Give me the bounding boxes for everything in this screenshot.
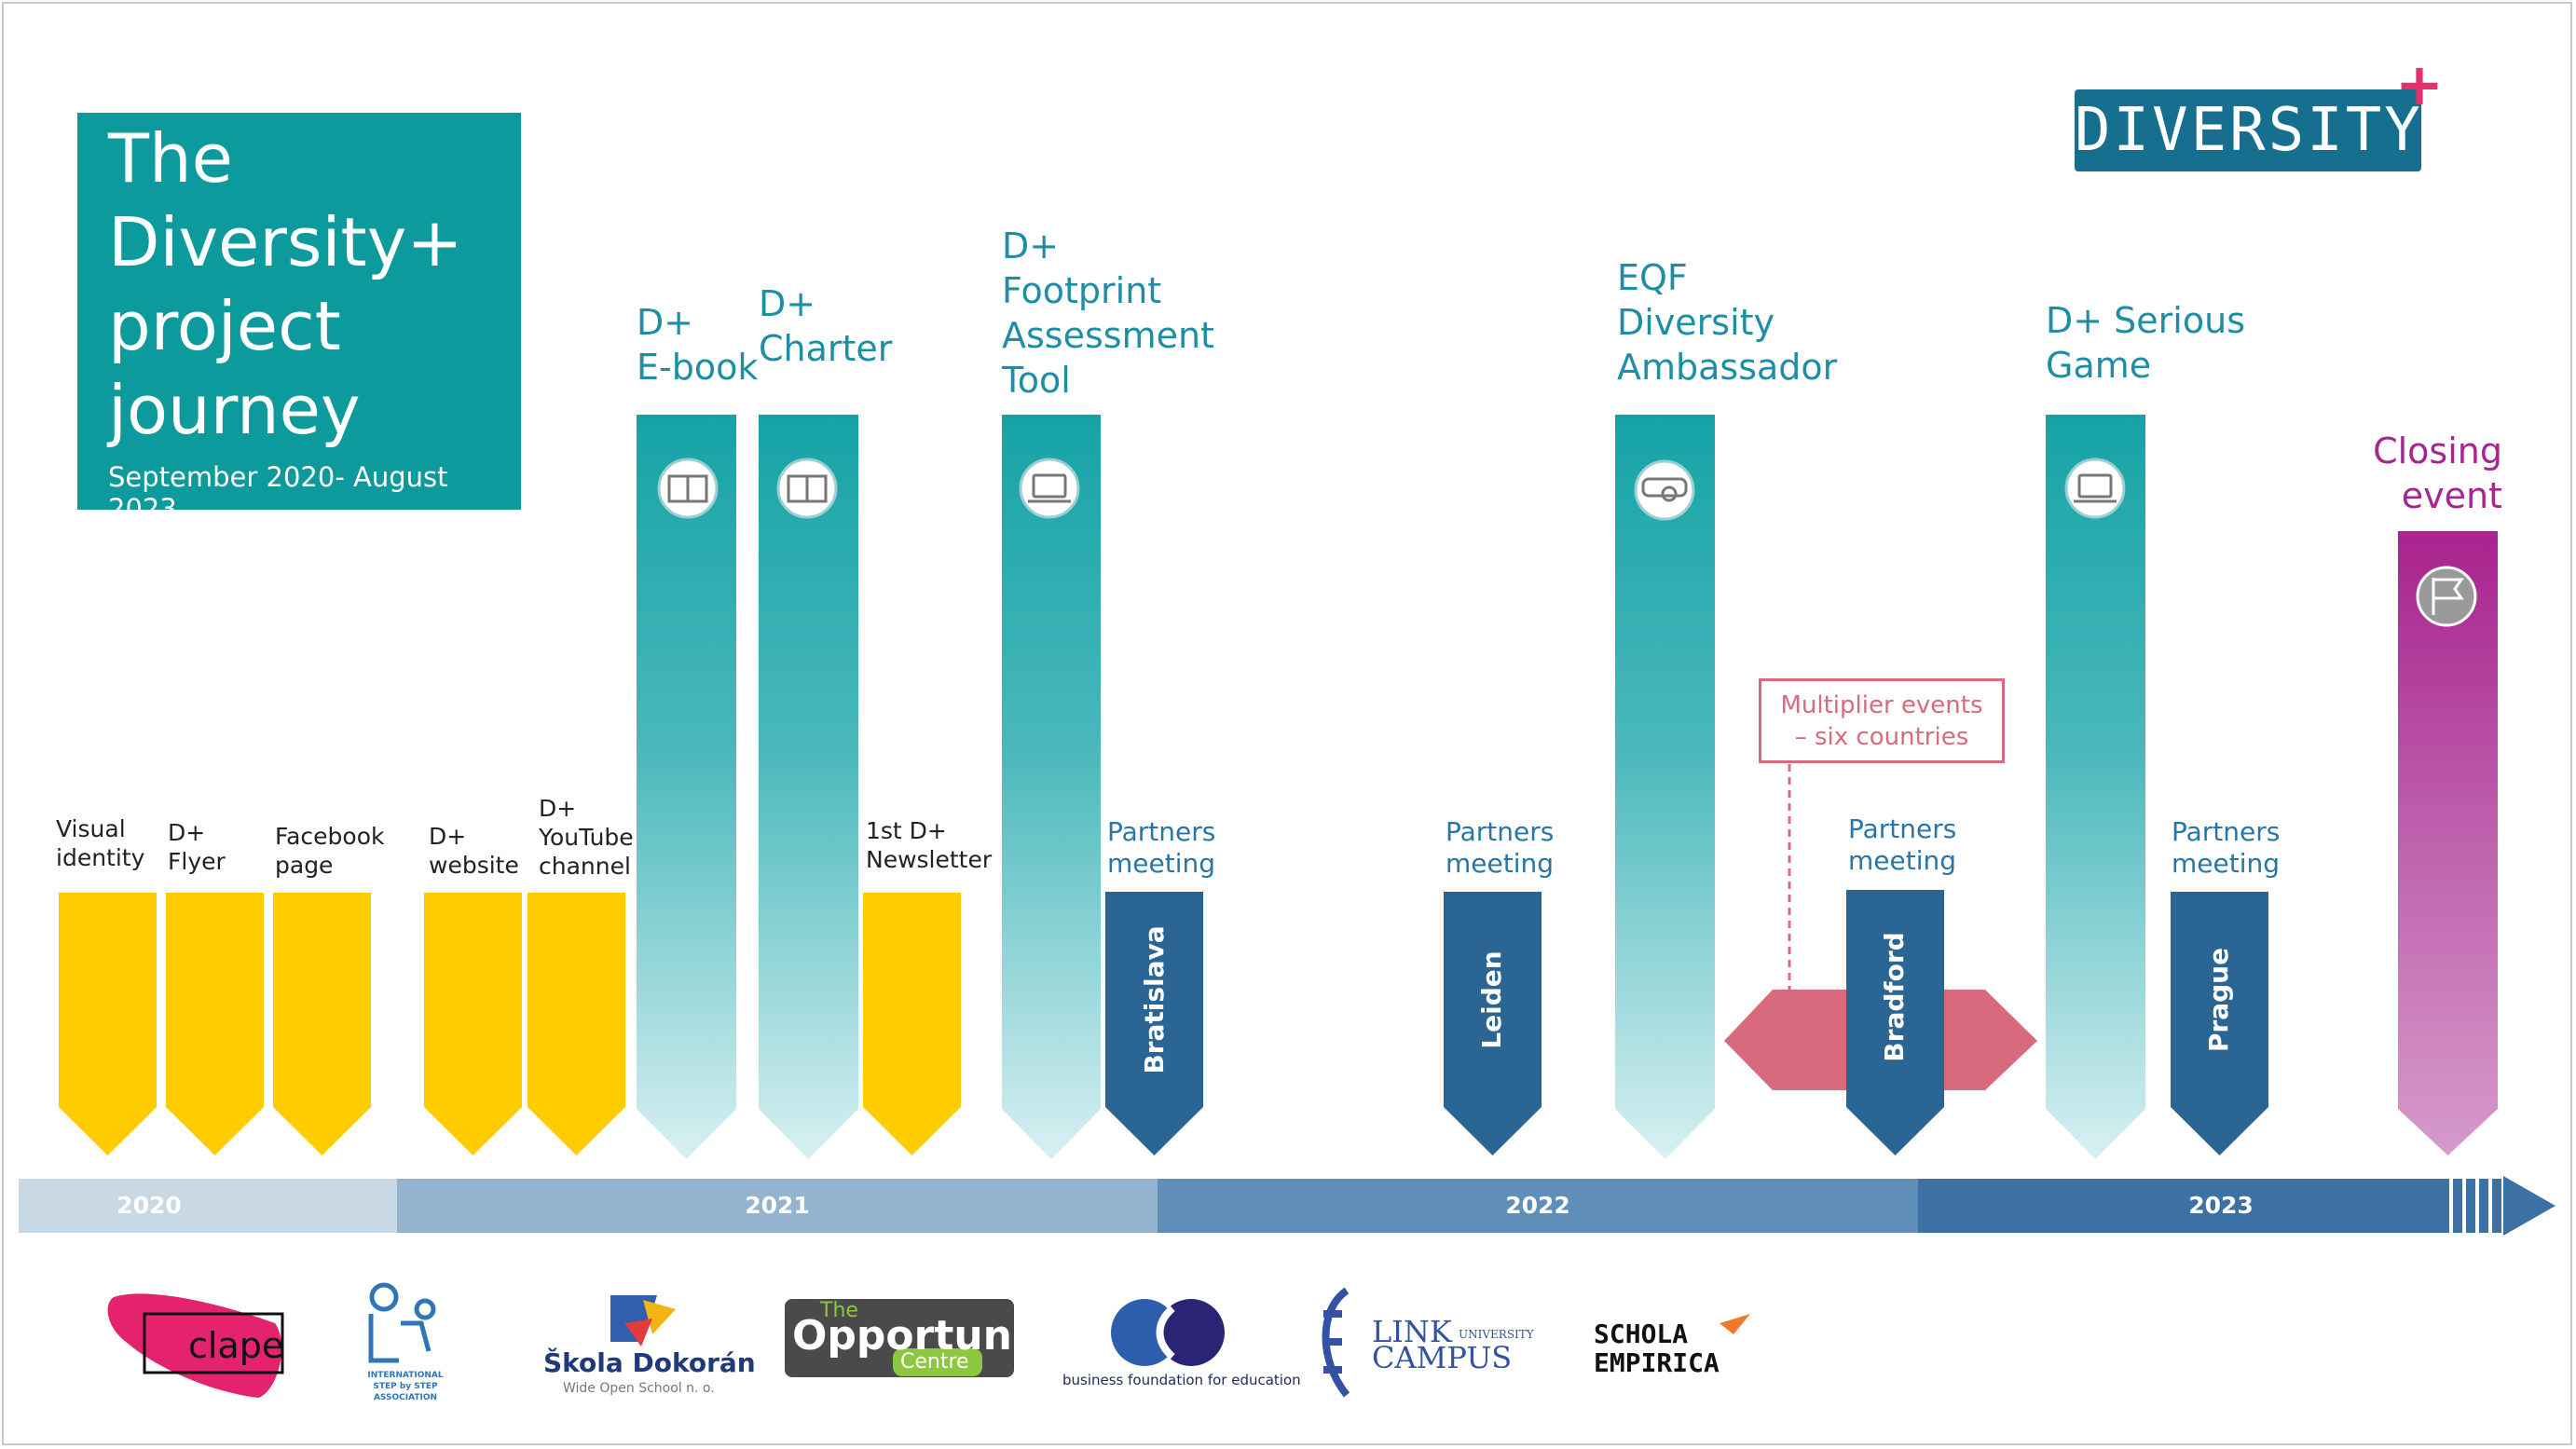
link-campus-logo-campus: CAMPUS bbox=[1372, 1340, 1513, 1375]
certificate-icon bbox=[1634, 459, 1695, 521]
step-by-step-logo bbox=[368, 1282, 436, 1363]
meeting-bar-bradford bbox=[1846, 890, 1944, 1155]
laptop-icon bbox=[2064, 458, 2126, 519]
city-bradford: Bradford bbox=[1879, 932, 1910, 1062]
city-leiden: Leiden bbox=[1476, 950, 1507, 1049]
meeting-bar-prague bbox=[2171, 892, 2268, 1155]
link-campus-logo-link: LINK bbox=[1372, 1314, 1452, 1349]
city-bratislava: Bratislava bbox=[1139, 925, 1170, 1074]
label-serious-game: D+ Serious Game bbox=[2046, 300, 2245, 386]
diversity-logo-text: DIVERSITY bbox=[2075, 96, 2423, 165]
bar-closing-event bbox=[2398, 531, 2498, 1155]
year-2021: 2021 bbox=[745, 1192, 810, 1219]
label-footprint: D+ Footprint Assessment Tool bbox=[1002, 226, 1214, 401]
link-campus-logo-university: UNIVERSITY bbox=[1459, 1328, 1534, 1341]
chevron-facebook bbox=[273, 893, 371, 1155]
book-icon bbox=[776, 458, 838, 519]
label-partners-meeting: Partners meeting bbox=[2172, 816, 2281, 879]
link-campus-emblem bbox=[1322, 1287, 1350, 1398]
band-2020 bbox=[19, 1179, 397, 1233]
label-eqf: EQF Diversity Ambassador bbox=[1617, 257, 1838, 388]
diversity-logo: DIVERSITY bbox=[2075, 89, 2421, 171]
bar-serious-game bbox=[2046, 415, 2145, 1159]
skola-dokoran-logo-subtext: Wide Open School n. o. bbox=[563, 1381, 715, 1396]
label-closing-event: Closing event bbox=[2373, 431, 2502, 516]
label-flyer: D+ Flyer bbox=[168, 819, 226, 875]
chevron-newsletter bbox=[863, 893, 961, 1155]
skola-dokoran-logo-text: Škola Dokorán bbox=[543, 1347, 756, 1378]
opportunity-centre-pill bbox=[893, 1348, 982, 1376]
book-icon bbox=[657, 458, 719, 519]
clape-logo-frame bbox=[143, 1312, 284, 1374]
year-2022: 2022 bbox=[1505, 1192, 1570, 1219]
band-2021 bbox=[397, 1179, 1158, 1233]
year-2020: 2020 bbox=[116, 1192, 182, 1219]
timeline-arrowhead bbox=[2503, 1176, 2555, 1236]
schola-empirica-logo-line2: EMPIRICA bbox=[1594, 1347, 1720, 1378]
label-partners-meeting: Partners meeting bbox=[1848, 813, 1957, 876]
multiplier-events-box: Multiplier events – six countries bbox=[1759, 678, 2005, 763]
label-youtube: D+ YouTube channel bbox=[539, 795, 634, 880]
label-website: D+ website bbox=[429, 823, 519, 879]
label-visual-identity: Visual identity bbox=[56, 815, 145, 871]
opportunity-logo-the: The bbox=[820, 1299, 858, 1322]
city-prague: Prague bbox=[2203, 947, 2234, 1053]
diversity-logo-plus: + bbox=[2395, 50, 2444, 118]
chevron-visual-identity bbox=[59, 893, 157, 1155]
title-box: The Diversity+ project journey September… bbox=[77, 113, 521, 525]
schola-empirica-mark bbox=[1720, 1314, 1750, 1334]
band-2022 bbox=[1158, 1179, 1918, 1233]
chevron-website bbox=[424, 893, 522, 1155]
label-partners-meeting: Partners meeting bbox=[1446, 816, 1555, 879]
bar-eqf bbox=[1615, 415, 1715, 1159]
label-charter: D+ Charter bbox=[759, 283, 893, 369]
label-partners-meeting: Partners meeting bbox=[1107, 816, 1216, 879]
chevron-flyer bbox=[166, 893, 264, 1155]
meeting-bar-leiden bbox=[1444, 892, 1541, 1155]
label-ebook: D+ E-book bbox=[637, 302, 759, 388]
chevron-youtube bbox=[528, 893, 625, 1155]
flag-icon bbox=[2416, 566, 2477, 627]
schola-empirica-logo-line1: SCHOLA bbox=[1594, 1319, 1689, 1349]
label-newsletter: 1st D+ Newsletter bbox=[866, 817, 993, 873]
opportunity-logo-text: Opportunity bbox=[792, 1312, 1073, 1360]
page-subtitle: September 2020- August 2023 bbox=[108, 461, 448, 525]
laptop-icon bbox=[1019, 458, 1080, 519]
bar-charter bbox=[759, 415, 858, 1159]
band-2023 bbox=[1918, 1179, 2449, 1233]
opportunity-logo-centre: Centre bbox=[900, 1350, 969, 1374]
bar-footprint bbox=[1002, 415, 1101, 1159]
meeting-bar-bratislava bbox=[1105, 892, 1203, 1155]
bar-ebook bbox=[637, 415, 736, 1159]
step-by-step-logo-text: INTERNATIONAL STEP by STEP ASSOCIATION bbox=[367, 1371, 444, 1402]
label-facebook: Facebook page bbox=[275, 823, 385, 879]
year-2023: 2023 bbox=[2188, 1192, 2254, 1219]
skola-dokoran-logo bbox=[610, 1295, 676, 1346]
bfe-logo-text: business foundation for education bbox=[1062, 1372, 1301, 1388]
page-title: The Diversity+ project journey bbox=[108, 119, 463, 449]
clape-logo-text: clape bbox=[188, 1325, 284, 1366]
bfe-logo bbox=[1111, 1299, 1225, 1366]
